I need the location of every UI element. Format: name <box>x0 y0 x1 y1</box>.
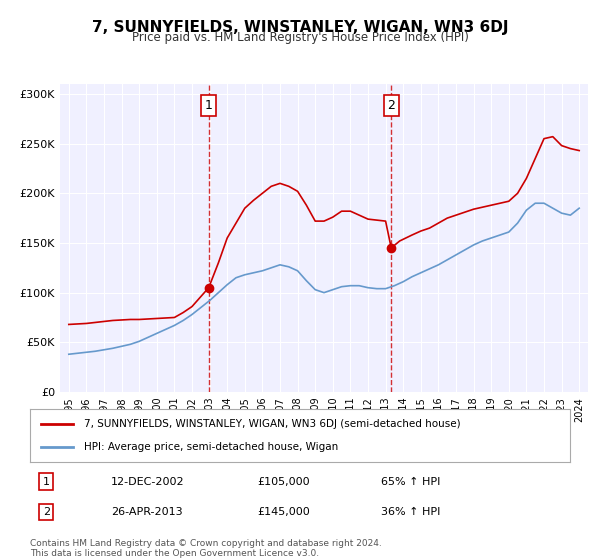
Text: 7, SUNNYFIELDS, WINSTANLEY, WIGAN, WN3 6DJ (semi-detached house): 7, SUNNYFIELDS, WINSTANLEY, WIGAN, WN3 6… <box>84 419 461 429</box>
Text: 7, SUNNYFIELDS, WINSTANLEY, WIGAN, WN3 6DJ: 7, SUNNYFIELDS, WINSTANLEY, WIGAN, WN3 6… <box>92 20 508 35</box>
Text: 1: 1 <box>43 477 50 487</box>
Text: 65% ↑ HPI: 65% ↑ HPI <box>381 477 440 487</box>
Text: HPI: Average price, semi-detached house, Wigan: HPI: Average price, semi-detached house,… <box>84 442 338 452</box>
Text: 26-APR-2013: 26-APR-2013 <box>111 507 182 517</box>
Text: 12-DEC-2002: 12-DEC-2002 <box>111 477 185 487</box>
Text: 1: 1 <box>205 99 212 112</box>
Text: 2: 2 <box>43 507 50 517</box>
Text: Contains HM Land Registry data © Crown copyright and database right 2024.
This d: Contains HM Land Registry data © Crown c… <box>30 539 382 558</box>
Text: £105,000: £105,000 <box>257 477 310 487</box>
Text: Price paid vs. HM Land Registry's House Price Index (HPI): Price paid vs. HM Land Registry's House … <box>131 31 469 44</box>
Text: 2: 2 <box>387 99 395 112</box>
Text: £145,000: £145,000 <box>257 507 310 517</box>
Text: 36% ↑ HPI: 36% ↑ HPI <box>381 507 440 517</box>
